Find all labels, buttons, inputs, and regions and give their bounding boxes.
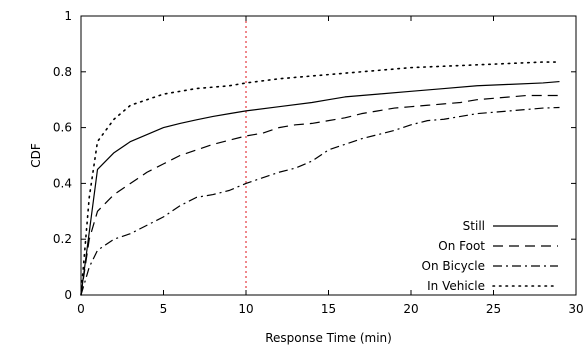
series-line-still (80, 80, 560, 296)
y-axis: 0 0.2 0.4 0.6 0.8 1 (53, 9, 576, 302)
y-tick-label: 0.6 (53, 121, 72, 135)
legend-label: On Foot (438, 239, 485, 253)
legend-label: In Vehicle (427, 279, 485, 293)
x-tick-label: 5 (160, 302, 168, 316)
y-axis-title: CDF (29, 143, 43, 168)
x-tick-label: 0 (77, 302, 85, 316)
series-layer (80, 61, 561, 296)
x-axis-title: Response Time (min) (265, 331, 392, 345)
x-tick-label: 15 (321, 302, 336, 316)
series-line-in-vehicle (80, 61, 561, 296)
series-line-on-foot (80, 94, 560, 296)
x-tick-label: 30 (568, 302, 583, 316)
series-line-on-bicycle (80, 106, 560, 296)
y-tick-label: 0 (64, 288, 72, 302)
legend-label: On Bicycle (422, 259, 485, 273)
y-tick-label: 0.2 (53, 232, 72, 246)
y-tick-label: 0.4 (53, 176, 72, 190)
y-tick-label: 1 (64, 9, 72, 23)
x-tick-label: 20 (403, 302, 418, 316)
x-axis: 0 5 10 15 20 25 30 (77, 16, 584, 316)
legend: Still On Foot On Bicycle In Vehicle (422, 219, 559, 293)
x-tick-label: 10 (238, 302, 253, 316)
plot-area-frame (80, 15, 577, 296)
y-tick-label: 0.8 (53, 65, 72, 79)
x-tick-label: 25 (486, 302, 501, 316)
legend-label: Still (463, 219, 485, 233)
